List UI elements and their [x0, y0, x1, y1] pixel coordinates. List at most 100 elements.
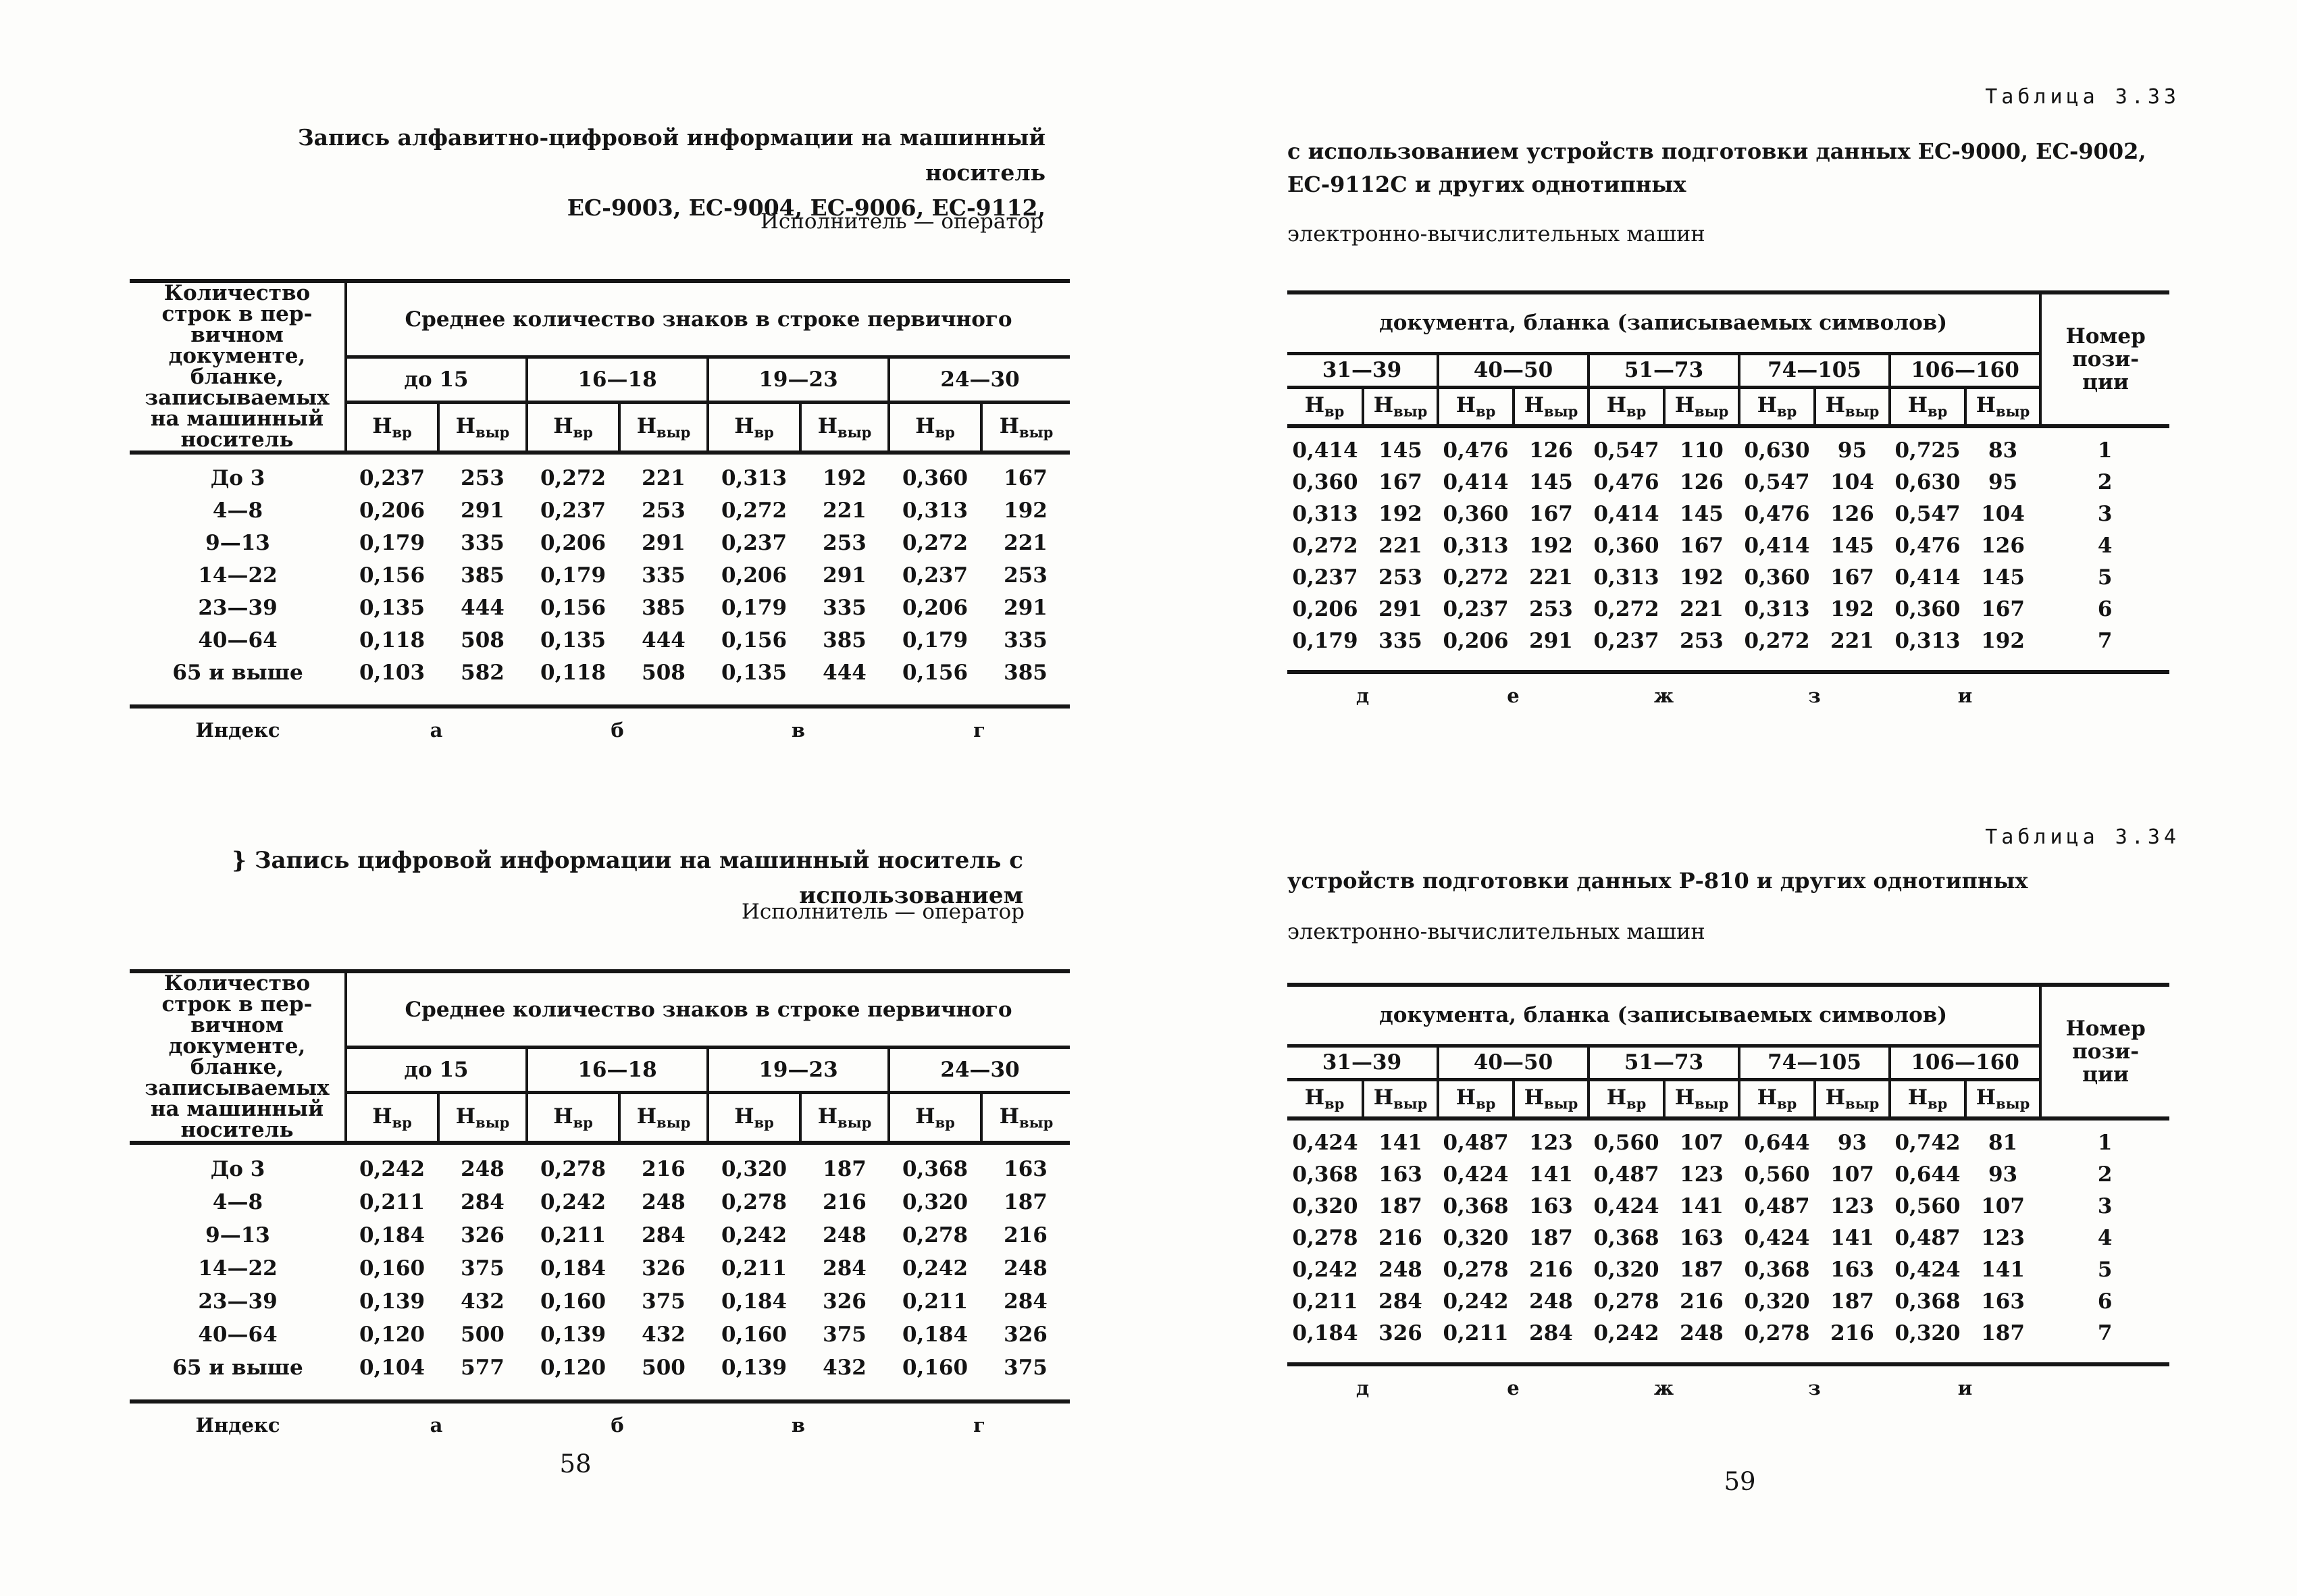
value-cell: 0,487: [1894, 1225, 1961, 1250]
value-cell: 104: [1830, 469, 1874, 494]
value-cell: 104: [1981, 501, 2025, 526]
nvr-header-cell: Нвр: [1890, 1079, 1967, 1121]
value-cell: 0,139: [540, 1322, 606, 1347]
position-cell: 3: [2097, 1193, 2113, 1218]
table-row: 0,414 145 0,476 126 0,547 110 0,630 95 0…: [1287, 434, 2169, 466]
position-cell: 3: [2097, 501, 2113, 526]
value-cell: 221: [1529, 565, 1573, 590]
value-cell: 432: [823, 1355, 867, 1380]
value-cell: 0,184: [359, 1222, 425, 1247]
table-row: 9—13 0,184 326 0,211 284 0,242 248 0,278…: [130, 1218, 1070, 1252]
value-cell: 291: [642, 531, 686, 555]
value-cell: 0,179: [1292, 628, 1358, 653]
index-letter: б: [611, 718, 624, 742]
value-cell: 0,278: [540, 1156, 606, 1181]
value-cell: 187: [1004, 1189, 1048, 1214]
value-cell: 0,360: [1443, 501, 1509, 526]
value-cell: 253: [1680, 628, 1724, 653]
index-label: Индекс: [195, 1413, 280, 1437]
value-cell: 0,560: [1593, 1130, 1659, 1155]
value-cell: 0,487: [1593, 1162, 1659, 1187]
nvr-header-cell: Нвр: [527, 402, 621, 455]
value-cell: 145: [1378, 438, 1422, 463]
value-cell: 145: [1830, 533, 1874, 558]
value-cell: 0,242: [1443, 1289, 1509, 1314]
value-cell: 93: [1988, 1162, 2018, 1187]
value-cell: 248: [461, 1156, 505, 1181]
nvyr-header-cell: Нвыр: [981, 402, 1070, 455]
value-cell: 253: [1004, 563, 1048, 588]
value-cell: 221: [1680, 596, 1724, 621]
index-letter: з: [1808, 1376, 1821, 1399]
group-header-cell: 31—39: [1287, 1046, 1439, 1081]
caption-line: Запись алфавитно-цифровой информации на …: [297, 124, 1046, 186]
value-cell: 192: [1378, 501, 1422, 526]
value-cell: 0,237: [721, 531, 788, 555]
value-cell: 335: [823, 596, 867, 620]
span-header-cell: Среднее количество знаков в строке перви…: [346, 279, 1070, 359]
index-letter: а: [430, 718, 443, 742]
value-cell: 0,278: [1744, 1320, 1810, 1345]
value-cell: 0,184: [1292, 1320, 1358, 1345]
table-row: 0,360 167 0,414 145 0,476 126 0,547 104 …: [1287, 466, 2169, 498]
value-cell: 0,179: [902, 628, 969, 652]
index-letter: г: [973, 718, 985, 742]
value-cell: 0,156: [359, 563, 425, 588]
row-label: 4—8: [212, 498, 263, 523]
stub-header-cell: Количество строк в пер- вичном документе…: [130, 279, 347, 455]
value-cell: 107: [1680, 1130, 1724, 1155]
value-cell: 0,368: [1744, 1257, 1810, 1282]
value-cell: 0,313: [1744, 596, 1810, 621]
value-cell: 0,725: [1894, 438, 1961, 463]
value-cell: 0,414: [1292, 438, 1358, 463]
nvyr-header-cell: Нвыр: [1363, 387, 1439, 428]
value-cell: 0,242: [1593, 1320, 1659, 1345]
value-cell: 0,278: [1443, 1257, 1509, 1282]
value-cell: 81: [1988, 1130, 2018, 1155]
value-cell: 0,242: [540, 1189, 606, 1214]
value-cell: 0,313: [1292, 501, 1358, 526]
table-row: 9—13 0,179 335 0,206 291 0,237 253 0,272…: [130, 527, 1070, 559]
value-cell: 0,211: [1443, 1320, 1509, 1345]
value-cell: 375: [461, 1256, 505, 1281]
value-cell: 0,206: [359, 498, 425, 523]
group-header-cell: 74—105: [1739, 1046, 1891, 1081]
value-cell: 216: [1830, 1320, 1874, 1345]
value-cell: 0,211: [721, 1256, 788, 1281]
value-cell: 577: [461, 1355, 505, 1380]
value-cell: 126: [1981, 533, 2025, 558]
value-cell: 187: [1830, 1289, 1874, 1314]
group-header-cell: 19—23: [708, 1047, 890, 1095]
value-cell: 253: [823, 531, 867, 555]
value-cell: 123: [1830, 1193, 1874, 1218]
position-cell: 7: [2097, 1320, 2113, 1345]
value-cell: 145: [1680, 501, 1724, 526]
value-cell: 123: [1529, 1130, 1573, 1155]
value-cell: 123: [1981, 1225, 2025, 1250]
value-cell: 0,211: [359, 1189, 425, 1214]
table-row: 40—64 0,120 500 0,139 432 0,160 375 0,18…: [130, 1318, 1070, 1351]
value-cell: 0,320: [1894, 1320, 1961, 1345]
value-cell: 0,272: [540, 466, 606, 490]
value-cell: 0,313: [1443, 533, 1509, 558]
table-row: 23—39 0,139 432 0,160 375 0,184 326 0,21…: [130, 1285, 1070, 1318]
value-cell: 0,414: [1744, 533, 1810, 558]
table-row: 0,272 221 0,313 192 0,360 167 0,414 145 …: [1287, 530, 2169, 561]
nvr-header-cell: Нвр: [1438, 387, 1515, 428]
value-cell: 0,644: [1744, 1130, 1810, 1155]
value-cell: 0,237: [1443, 596, 1509, 621]
value-cell: 0,242: [1292, 1257, 1358, 1282]
value-cell: 0,368: [1894, 1289, 1961, 1314]
table-row: 0,278 216 0,320 187 0,368 163 0,424 141 …: [1287, 1222, 2169, 1254]
value-cell: 248: [1529, 1289, 1573, 1314]
nvyr-header-cell: Нвыр: [438, 1092, 528, 1145]
value-cell: 0,184: [540, 1256, 606, 1281]
value-cell: 0,184: [902, 1322, 969, 1347]
table-row: 14—22 0,156 385 0,179 335 0,206 291 0,23…: [130, 559, 1070, 592]
group-header-cell: 31—39: [1287, 353, 1439, 389]
nvr-header-cell: Нвр: [889, 402, 983, 455]
value-cell: 291: [823, 563, 867, 588]
value-cell: 192: [1981, 628, 2025, 653]
value-cell: 0,414: [1894, 565, 1961, 590]
value-cell: 0,560: [1744, 1162, 1810, 1187]
